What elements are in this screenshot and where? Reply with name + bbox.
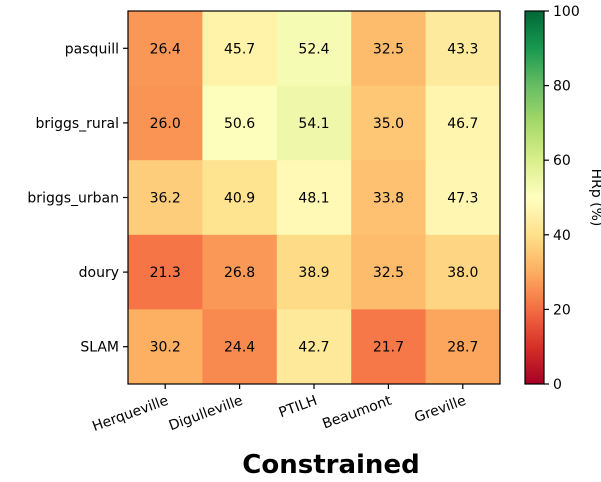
heatmap-cell [425, 160, 501, 236]
colorbar-tick-label: 100 [553, 4, 580, 20]
cell-value-label: 38.0 [447, 265, 478, 281]
heatmap-cell [276, 309, 352, 385]
heatmap-cell [128, 160, 203, 236]
cell-value-label: 26.8 [224, 265, 255, 281]
heatmap-cell [351, 160, 427, 236]
cell-value-label: 47.3 [447, 191, 478, 207]
cell-value-label: 35.0 [373, 116, 404, 132]
cell-value-label: 26.0 [150, 116, 181, 132]
cell-value-label: 32.5 [373, 41, 404, 57]
heatmap-cells [128, 11, 501, 385]
y-tick-label: briggs_urban [27, 191, 119, 207]
cell-value-label: 43.3 [447, 41, 478, 57]
x-tick-label: PTILH [277, 393, 320, 422]
heatmap-cell [276, 85, 352, 161]
heatmap-cell [425, 309, 501, 385]
y-tick-label: doury [79, 265, 119, 281]
cell-value-label: 42.7 [298, 340, 329, 356]
heatmap-cell [202, 85, 278, 161]
heatmap-cell [128, 234, 203, 310]
cell-value-label: 24.4 [224, 340, 255, 356]
cell-value-label: 32.5 [373, 265, 404, 281]
colorbar-label: HRp (%) [588, 169, 601, 227]
cell-value-label: 28.7 [447, 340, 478, 356]
cell-value-label: 54.1 [298, 116, 329, 132]
cell-value-label: 48.1 [298, 191, 329, 207]
colorbar-tick-label: 40 [553, 228, 571, 244]
heatmap-cell [425, 234, 501, 310]
y-tick-label: briggs_rural [36, 116, 119, 132]
cell-value-label: 46.7 [447, 116, 478, 132]
heatmap-cell [351, 85, 427, 161]
heatmap-cell [202, 234, 278, 310]
colorbar-tick-label: 60 [553, 153, 571, 169]
cell-value-label: 30.2 [150, 340, 181, 356]
colorbar-gradient [524, 10, 545, 385]
x-tick-label: Greville [412, 393, 468, 426]
heatmap-cell [128, 309, 203, 385]
cell-value-label: 21.3 [150, 265, 181, 281]
cell-value-label: 26.4 [150, 41, 181, 57]
heatmap-cell [202, 160, 278, 236]
chart-title: Constrained [242, 450, 419, 478]
colorbar: 0 20 40 60 80 100 HRp (%) [524, 4, 601, 393]
y-tick-label: SLAM [80, 340, 119, 356]
heatmap-cell [128, 11, 203, 87]
heatmap-cell [202, 11, 278, 87]
heatmap-cell [276, 11, 352, 87]
colorbar-tick-label: 0 [553, 377, 562, 393]
heatmap-cell [276, 234, 352, 310]
heatmap-cell [425, 85, 501, 161]
cell-value-label: 21.7 [373, 340, 404, 356]
heatmap-cell [276, 160, 352, 236]
y-tick-label: pasquill [65, 41, 119, 57]
cell-value-label: 40.9 [224, 191, 255, 207]
colorbar-tick-label: 80 [553, 79, 571, 95]
cell-value-label: 50.6 [224, 116, 255, 132]
heatmap-cell [425, 11, 501, 87]
x-tick-label: Digulleville [167, 393, 245, 435]
cell-value-label: 52.4 [298, 41, 329, 57]
heatmap-cell [351, 11, 427, 87]
colorbar-tick-label: 20 [553, 302, 571, 318]
cell-value-label: 33.8 [373, 191, 404, 207]
cell-value-label: 38.9 [298, 265, 329, 281]
heatmap-cell [351, 234, 427, 310]
x-tick-label: Beaumont [320, 393, 394, 433]
x-tick-label: Herqueville [90, 393, 170, 435]
heatmap-cell [351, 309, 427, 385]
heatmap-cell [202, 309, 278, 385]
cell-labels: 26.4 45.7 52.4 32.5 43.3 26.0 50.6 54.1 35.0 46.7… [150, 41, 479, 355]
cell-value-label: 36.2 [150, 191, 181, 207]
heatmap-cell [128, 85, 203, 161]
cell-value-label: 45.7 [224, 41, 255, 57]
